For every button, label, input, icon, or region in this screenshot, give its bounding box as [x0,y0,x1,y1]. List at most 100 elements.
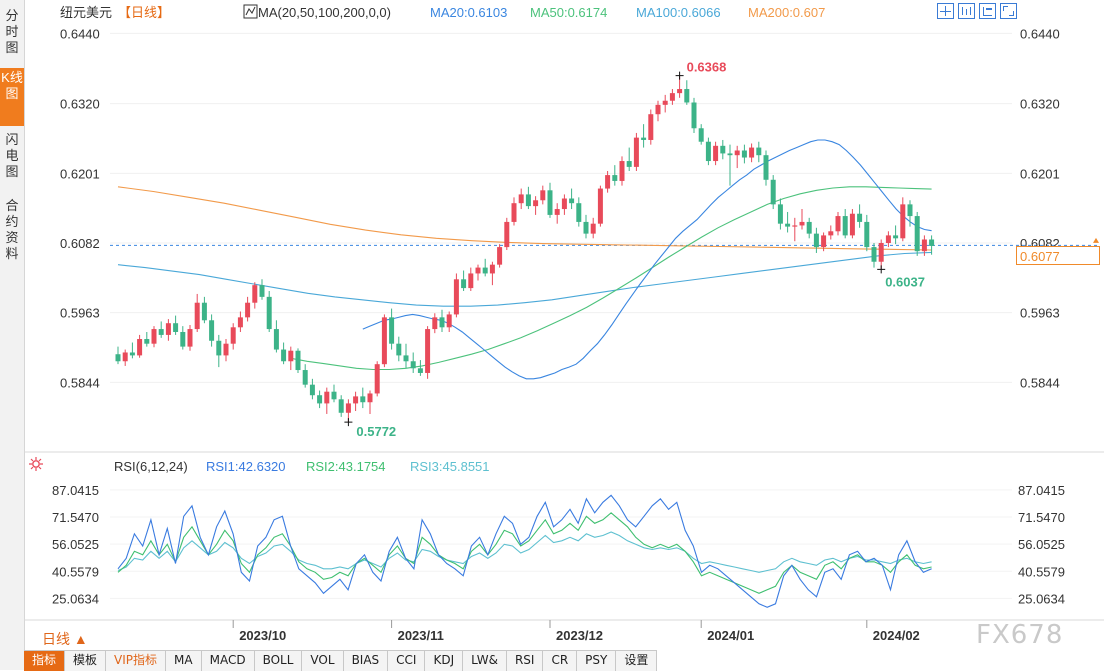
indicator-tab-psy[interactable]: PSY [577,651,617,671]
price-tick-left: 0.6082 [60,236,100,251]
candle-up [713,145,719,162]
candle-down [158,329,164,335]
candle-up [252,285,258,303]
layout-icon[interactable] [958,3,975,19]
candle-up [662,100,668,105]
indicator-tab-vip[interactable]: VIP指标 [106,651,167,671]
candle-down [273,329,279,350]
candle-down [756,147,762,156]
candle-down [806,221,812,234]
candle-up [230,327,236,344]
indicator-tab-vol[interactable]: VOL [302,651,344,671]
grid [24,32,1104,628]
candle-up [288,350,294,362]
candle-down [684,89,690,103]
candle-down [929,239,935,246]
candle-up [165,323,171,335]
candle-down [612,175,618,181]
candle-up [799,221,805,226]
fullscreen-icon[interactable] [1000,3,1017,19]
ma200-value: MA200:0.607 [748,5,825,20]
indicator-tab-bias[interactable]: BIAS [344,651,389,671]
candle-down [705,141,711,162]
indicator-tab-cr[interactable]: CR [543,651,578,671]
rsi3-line [117,531,932,573]
candle-down [741,150,747,158]
candle-up [597,188,603,224]
candle-up [367,393,373,403]
indicator-tab-macd[interactable]: MACD [202,651,255,671]
candle-down [727,153,733,156]
candle-up [324,391,330,404]
price-tick-right: 0.6320 [1020,97,1060,112]
indicator-tab-cci[interactable]: CCI [388,651,426,671]
recent-low-annotation: 0.6037 [885,274,925,289]
rsi3-value: RSI3:45.8551 [410,459,490,474]
indicator-tab-kdj[interactable]: KDJ [425,651,464,671]
candle-down [281,349,287,362]
candle-up [151,329,157,344]
rsi-tick-right: 87.0415 [1018,483,1065,498]
candle-down [410,361,416,369]
side-tab-timeshare[interactable]: 分时图 [0,6,24,64]
candle-down [115,354,121,362]
price-tick-right: 0.5844 [1020,375,1060,390]
candle-up [122,352,128,362]
moving-average-lines [117,139,932,380]
candle-down [439,317,445,328]
settings-sun-icon[interactable] [29,457,43,471]
indicator-tab-[interactable]: 模板 [65,651,107,671]
candle-down [785,223,791,227]
candle-down [209,320,215,341]
ma-params: MA(20,50,100,200,0,0) [258,5,391,20]
candle-down [871,247,877,262]
rsi-tick-right: 25.0634 [1018,591,1065,606]
side-tab-flash[interactable]: 闪电图 [0,130,24,188]
indicator-tab-bar: 指标 模板 VIP指标 MA MACD BOLL VOL BIAS CCI KDJ LW& RSI CR… [24,650,658,671]
low-annotation: 0.5772 [356,424,396,439]
candle-down [770,179,776,205]
rsi-tick-right: 40.5579 [1018,564,1065,579]
candle-up [900,204,906,239]
indicator-tab-[interactable]: 指标 [24,651,66,671]
candle-down [763,155,769,180]
candle-up [878,243,884,262]
candle-down [216,340,222,356]
candle-up [821,235,827,248]
candle-down [295,350,301,371]
candle-up [849,213,855,236]
candle-up [194,302,200,330]
candle-down [173,323,179,332]
indicator-tab-boll[interactable]: BOLL [255,651,303,671]
draw-tool-icon[interactable] [979,3,996,19]
candle-up [381,317,387,365]
low-marker [344,418,353,427]
candle-up [554,209,560,215]
rsi-tick-right: 56.0525 [1018,537,1065,552]
side-tab-kline[interactable]: K线图 [0,68,24,126]
crosshair-icon[interactable] [937,3,954,19]
candle-down [777,204,783,224]
period-selector-button[interactable]: 日线 ▲ [42,631,88,647]
price-chart[interactable]: 0.6440 0.6440 0.6320 0.6320 0.6201 0.6201 0.60… [0,0,1104,650]
candle-up [489,264,495,274]
price-tick-right: 0.6440 [1020,26,1060,41]
candle-down [698,128,704,142]
side-tab-bar: 分时图 K线图 闪电图 合约资料 [0,0,25,670]
candle-down [641,137,647,140]
candle-down [259,285,265,297]
candle-up [561,198,567,210]
indicator-tab-lw[interactable]: LW& [463,651,507,671]
date-tick-label: 2023/11 [398,628,444,643]
last-price-marker [1093,237,1099,243]
indicator-tab-rsi[interactable]: RSI [507,651,544,671]
candle-up [237,317,243,328]
side-tab-contract-info[interactable]: 合约资料 [0,196,24,270]
candle-up [223,343,229,356]
indicator-tab-ma[interactable]: MA [166,651,202,671]
candle-up [497,247,503,265]
candle-down [576,203,582,222]
period-tag: 【日线】 [118,5,170,20]
indicator-tab-[interactable]: 设置 [616,651,658,671]
price-tick-left: 0.6320 [60,97,100,112]
